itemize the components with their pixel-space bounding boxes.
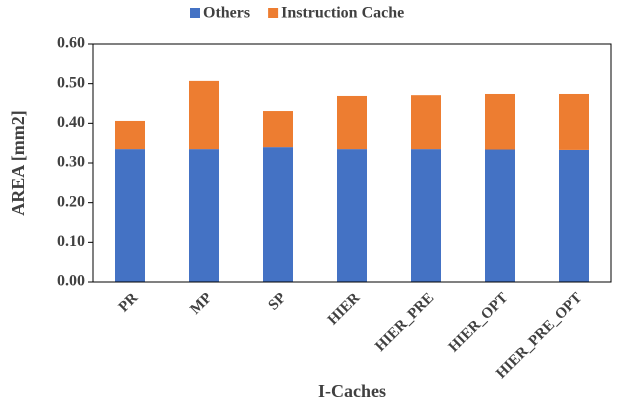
bar-segment	[115, 149, 145, 282]
x-tick-label: HIER_PRE	[372, 290, 437, 355]
y-tick-label: 0.60	[57, 35, 85, 52]
y-tick-label: 0.30	[57, 154, 85, 171]
y-axis-label: AREA [mm2]	[8, 110, 28, 216]
y-tick-label: 0.40	[57, 114, 85, 131]
y-tick-label: 0.50	[57, 74, 85, 91]
y-tick-label: 0.00	[57, 273, 85, 290]
bar-segment	[337, 149, 367, 282]
x-tick-label: MP	[187, 290, 215, 318]
bar-segment	[559, 149, 589, 282]
bar-segment	[411, 149, 441, 282]
legend-label: Instruction Cache	[281, 5, 404, 22]
plot-frame	[92, 43, 612, 283]
bar-segment	[337, 95, 367, 150]
bar-segment	[485, 149, 515, 282]
y-tick-label: 0.10	[57, 233, 85, 250]
bar-segment	[411, 95, 441, 150]
x-tick-label: HIER_OPT	[446, 290, 512, 356]
bar-segment	[115, 120, 145, 150]
legend-swatch	[190, 8, 200, 18]
bar-segment	[263, 111, 293, 148]
x-tick-label: SP	[266, 290, 290, 314]
legend-label: Others	[203, 5, 250, 22]
x-axis-label: I-Caches	[318, 381, 386, 401]
bar-segment	[263, 147, 293, 282]
y-tick-label: 0.20	[57, 193, 85, 210]
bar-segment	[189, 80, 219, 150]
x-tick-label: HIER	[325, 290, 364, 329]
x-tick-label: PR	[116, 290, 142, 316]
legend-swatch	[268, 8, 279, 18]
bar-segment	[485, 93, 515, 150]
bar-segment	[189, 149, 219, 282]
bar-segment	[559, 93, 589, 150]
